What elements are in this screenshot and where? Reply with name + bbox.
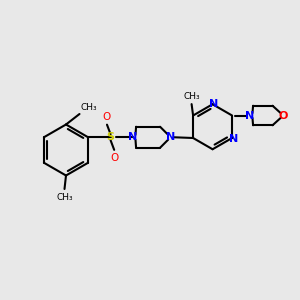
Text: N: N (245, 110, 255, 121)
Text: CH₃: CH₃ (80, 103, 97, 112)
Text: N: N (229, 134, 238, 144)
Text: S: S (106, 132, 115, 142)
Text: N: N (166, 132, 175, 142)
Text: O: O (103, 112, 111, 122)
Text: N: N (128, 132, 138, 142)
Text: CH₃: CH₃ (56, 193, 73, 202)
Text: CH₃: CH₃ (183, 92, 200, 101)
Text: O: O (110, 153, 118, 163)
Text: N: N (209, 99, 219, 109)
Text: O: O (278, 110, 288, 121)
